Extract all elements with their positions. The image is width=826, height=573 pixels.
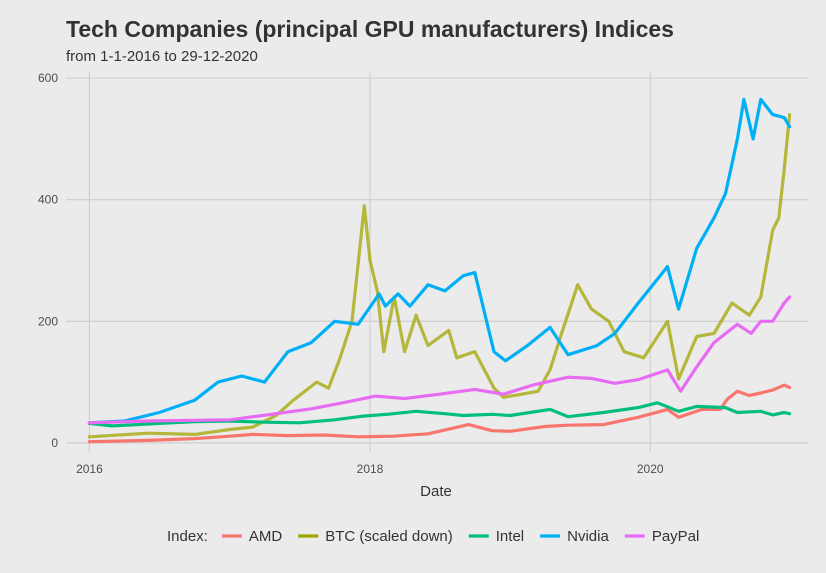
series-line-paypal	[87, 295, 792, 425]
legend-label-amd: AMD	[249, 528, 283, 545]
series-line-nvidia	[87, 97, 792, 425]
x-tick-label: 2018	[357, 462, 384, 476]
y-tick-label: 400	[38, 193, 58, 207]
x-axis-title: Date	[420, 483, 452, 500]
series-line-intel	[87, 401, 792, 428]
x-axis-ticks: 2016 2018 2020	[76, 462, 664, 476]
chart-subtitle: from 1-1-2016 to 29-12-2020	[66, 48, 258, 65]
legend: Index: AMD BTC (scaled down) Intel Nvidia Pa…	[167, 528, 699, 545]
y-tick-label: 0	[51, 436, 58, 450]
x-tick-label: 2016	[76, 462, 103, 476]
series-lines	[87, 97, 792, 444]
legend-label-nvidia: Nvidia	[567, 528, 609, 545]
legend-label-paypal: PayPal	[652, 528, 700, 545]
chart-title: Tech Companies (principal GPU manufactur…	[66, 16, 674, 42]
legend-title: Index:	[167, 528, 208, 545]
y-tick-label: 600	[38, 71, 58, 85]
series-line-btc-scaled-down	[87, 113, 792, 439]
y-tick-label: 200	[38, 314, 58, 328]
y-axis-ticks: 0 200 400 600	[38, 71, 58, 450]
legend-label-btc-scaled-down: BTC (scaled down)	[325, 528, 453, 545]
x-tick-label: 2020	[637, 462, 664, 476]
legend-label-intel: Intel	[496, 528, 524, 545]
series-line-amd	[87, 383, 792, 444]
